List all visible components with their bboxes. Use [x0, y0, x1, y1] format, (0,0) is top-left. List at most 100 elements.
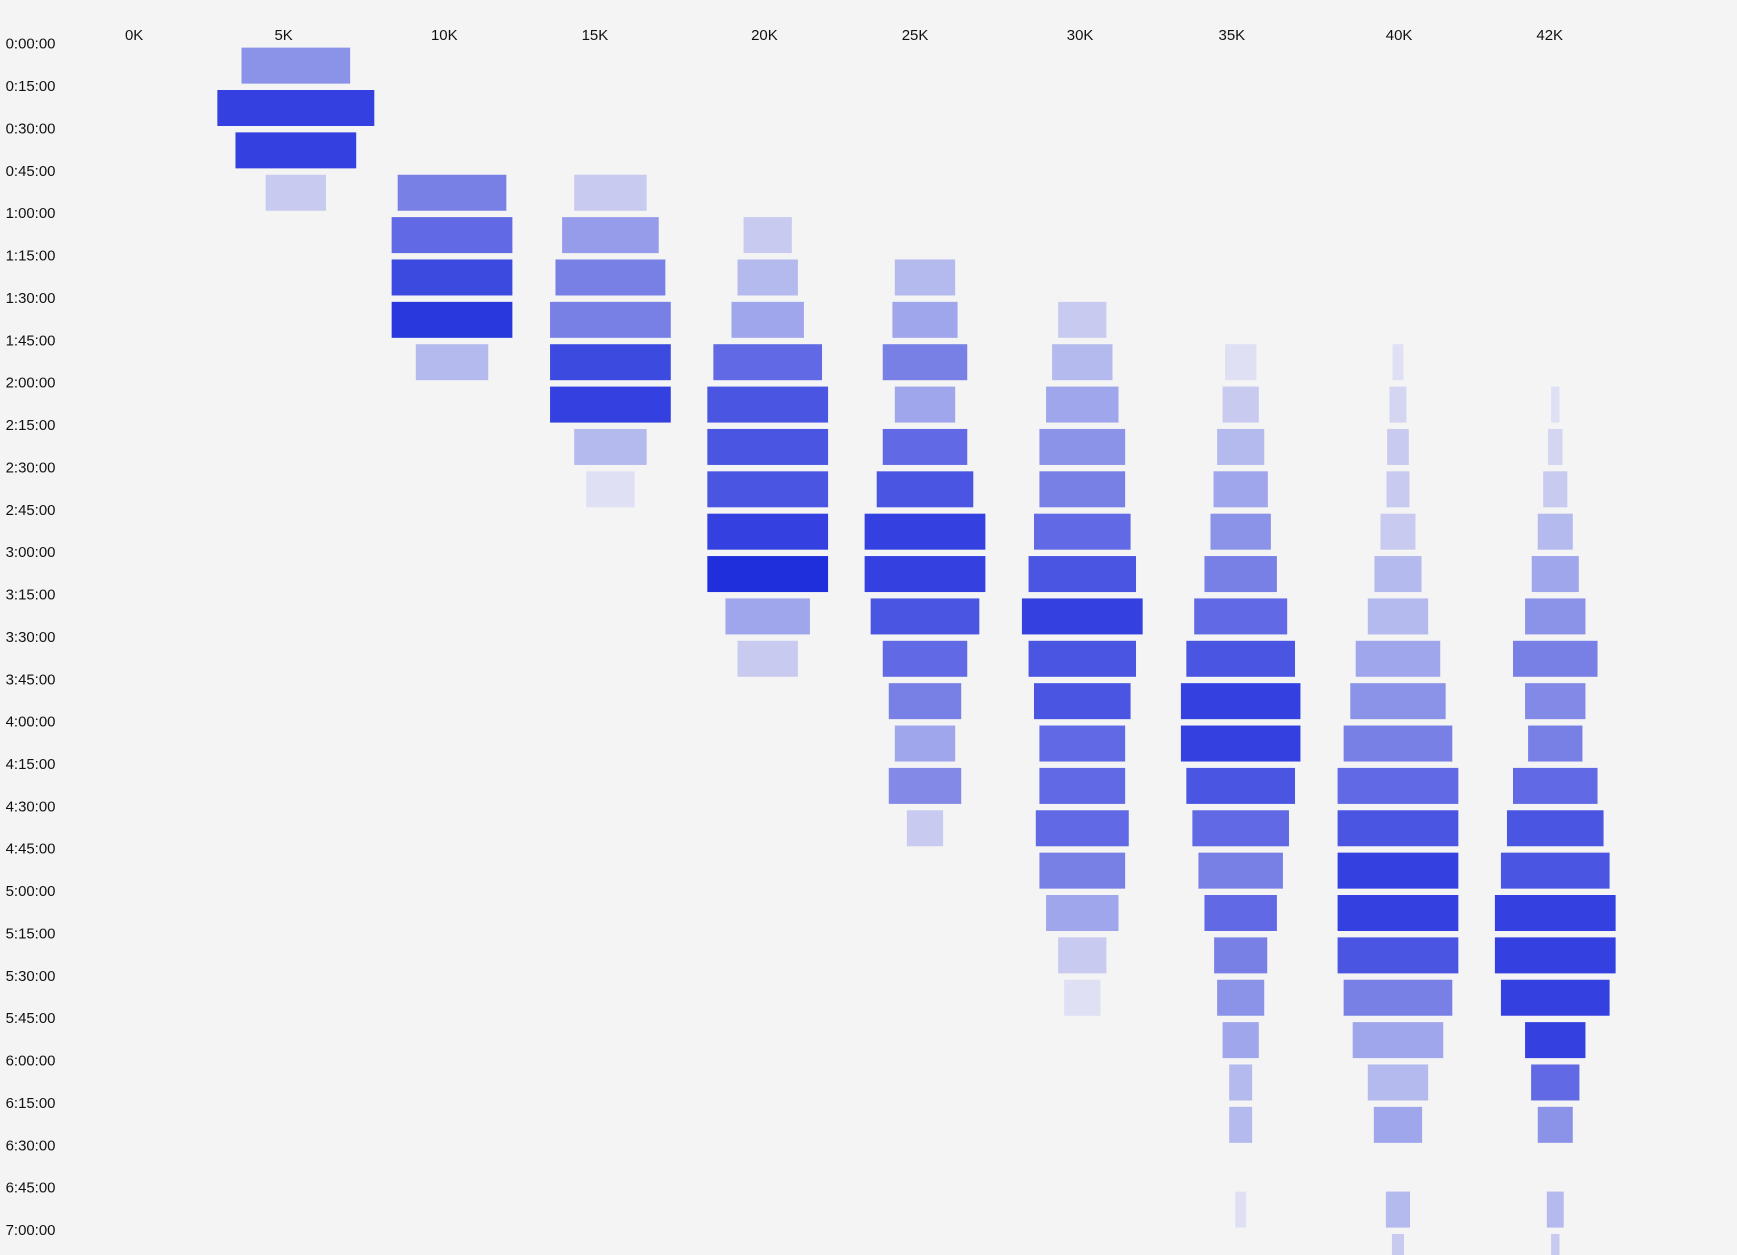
- bar-30K-1:30:00: [1058, 301, 1107, 338]
- bar-25K-3:45:00: [888, 683, 962, 720]
- bar-30K-5:15:00: [1058, 937, 1107, 974]
- x-tick-label: 20K: [751, 27, 778, 44]
- bar-25K-2:45:00: [864, 513, 986, 550]
- bar-40K-5:30:00: [1343, 979, 1453, 1016]
- y-tick-label: 4:30:00: [6, 798, 56, 815]
- y-tick-label: 1:00:00: [6, 205, 56, 222]
- bar-30K-3:30:00: [1028, 640, 1137, 677]
- bar-25K-3:15:00: [870, 598, 980, 635]
- bar-20K-1:00:00: [743, 217, 792, 254]
- bar-40K-4:30:00: [1337, 810, 1459, 847]
- bar-42K-3:30:00: [1513, 640, 1598, 677]
- y-tick-label: 3:00:00: [6, 544, 56, 561]
- bar-40K-5:45:00: [1352, 1022, 1444, 1059]
- bar-5K-0:15:00: [217, 89, 375, 126]
- bar-42K-4:00:00: [1528, 725, 1583, 762]
- bar-15K-1:15:00: [555, 259, 666, 296]
- x-tick-label: 25K: [902, 27, 929, 44]
- bar-42K-2:00:00: [1551, 386, 1560, 423]
- bar-42K-5:15:00: [1494, 937, 1616, 974]
- bar-42K-6:45:00: [1546, 1191, 1564, 1228]
- bar-42K-2:45:00: [1537, 513, 1573, 550]
- bar-15K-2:15:00: [574, 428, 647, 465]
- bar-20K-2:00:00: [707, 386, 829, 423]
- bar-10K-1:15:00: [391, 259, 513, 296]
- x-tick-label: 10K: [431, 27, 458, 44]
- y-tick-label: 2:45:00: [6, 502, 56, 519]
- bar-40K-5:00:00: [1337, 895, 1459, 932]
- bar-35K-1:45:00: [1224, 344, 1257, 381]
- y-tick-label: 1:30:00: [6, 290, 56, 307]
- bar-30K-5:00:00: [1046, 895, 1119, 932]
- x-axis-tick-labels: 0K 5K 10K 15K 20K 25K 30K 35K 40K 42K: [125, 27, 1563, 44]
- bar-35K-2:30:00: [1213, 471, 1268, 508]
- bar-10K-0:45:00: [397, 174, 507, 211]
- bar-30K-4:30:00: [1035, 810, 1129, 847]
- bar-35K-3:15:00: [1194, 598, 1288, 635]
- x-tick-label: 5K: [275, 27, 293, 44]
- bar-10K-1:30:00: [391, 301, 513, 338]
- bar-5K-0:00:00: [241, 47, 351, 84]
- bar-40K-7:00:00: [1391, 1233, 1405, 1255]
- bar-40K-3:45:00: [1350, 683, 1446, 720]
- bar-20K-2:30:00: [707, 471, 829, 508]
- bar-35K-2:45:00: [1210, 513, 1271, 550]
- bar-30K-5:30:00: [1064, 979, 1101, 1016]
- bar-35K-6:00:00: [1229, 1064, 1253, 1101]
- bar-40K-6:00:00: [1367, 1064, 1429, 1101]
- bar-42K-6:00:00: [1531, 1064, 1580, 1101]
- bar-40K-3:15:00: [1367, 598, 1429, 635]
- bar-15K-1:30:00: [550, 301, 671, 338]
- bar-30K-2:15:00: [1039, 428, 1126, 465]
- y-tick-label: 0:45:00: [6, 163, 56, 180]
- bar-35K-4:30:00: [1192, 810, 1289, 847]
- bar-42K-5:30:00: [1500, 979, 1610, 1016]
- y-tick-label: 6:15:00: [6, 1095, 56, 1112]
- bar-42K-5:00:00: [1494, 895, 1616, 932]
- y-tick-label: 6:00:00: [6, 1053, 56, 1070]
- y-tick-label: 1:45:00: [6, 332, 56, 349]
- y-tick-label: 5:15:00: [6, 925, 56, 942]
- bar-35K-3:00:00: [1204, 556, 1277, 593]
- y-tick-label: 4:15:00: [6, 756, 56, 773]
- bar-40K-2:45:00: [1380, 513, 1416, 550]
- y-tick-label: 2:15:00: [6, 417, 56, 434]
- y-axis-tick-labels: 0:00:00 0:15:00 0:30:00 0:45:00 1:00:00 1:15:…: [6, 36, 56, 1239]
- bar-15K-0:45:00: [574, 174, 647, 211]
- bar-20K-2:45:00: [707, 513, 829, 550]
- bar-25K-3:30:00: [882, 640, 968, 677]
- bar-40K-3:00:00: [1374, 556, 1422, 593]
- bar-20K-3:00:00: [707, 556, 829, 593]
- bar-40K-2:00:00: [1389, 386, 1407, 423]
- bar-35K-5:30:00: [1217, 979, 1265, 1016]
- bar-30K-1:45:00: [1052, 344, 1113, 381]
- bar-20K-3:30:00: [737, 640, 798, 677]
- y-tick-label: 3:30:00: [6, 629, 56, 646]
- bar-25K-2:00:00: [894, 386, 956, 423]
- bar-15K-1:45:00: [550, 344, 671, 381]
- y-tick-label: 3:45:00: [6, 671, 56, 688]
- bar-35K-6:15:00: [1229, 1106, 1253, 1143]
- bar-15K-1:00:00: [562, 217, 659, 254]
- bar-42K-4:45:00: [1500, 852, 1610, 889]
- bar-42K-3:45:00: [1525, 683, 1586, 720]
- bar-25K-4:30:00: [906, 810, 944, 847]
- x-tick-label: 15K: [582, 27, 609, 44]
- bar-40K-4:45:00: [1337, 852, 1459, 889]
- y-tick-label: 1:15:00: [6, 248, 56, 265]
- bar-42K-7:00:00: [1551, 1233, 1560, 1255]
- bar-42K-6:15:00: [1537, 1106, 1573, 1143]
- bar-25K-2:30:00: [876, 471, 974, 508]
- bar-35K-2:15:00: [1217, 428, 1265, 465]
- y-tick-label: 0:00:00: [6, 36, 56, 53]
- bar-35K-6:45:00: [1235, 1191, 1247, 1228]
- bar-30K-4:45:00: [1039, 852, 1126, 889]
- bar-40K-2:30:00: [1386, 471, 1410, 508]
- y-tick-label: 3:15:00: [6, 587, 56, 604]
- y-tick-label: 0:30:00: [6, 120, 56, 137]
- bar-40K-6:15:00: [1373, 1106, 1423, 1143]
- y-tick-label: 5:30:00: [6, 968, 56, 985]
- bar-20K-3:15:00: [725, 598, 810, 635]
- bar-30K-2:00:00: [1046, 386, 1119, 423]
